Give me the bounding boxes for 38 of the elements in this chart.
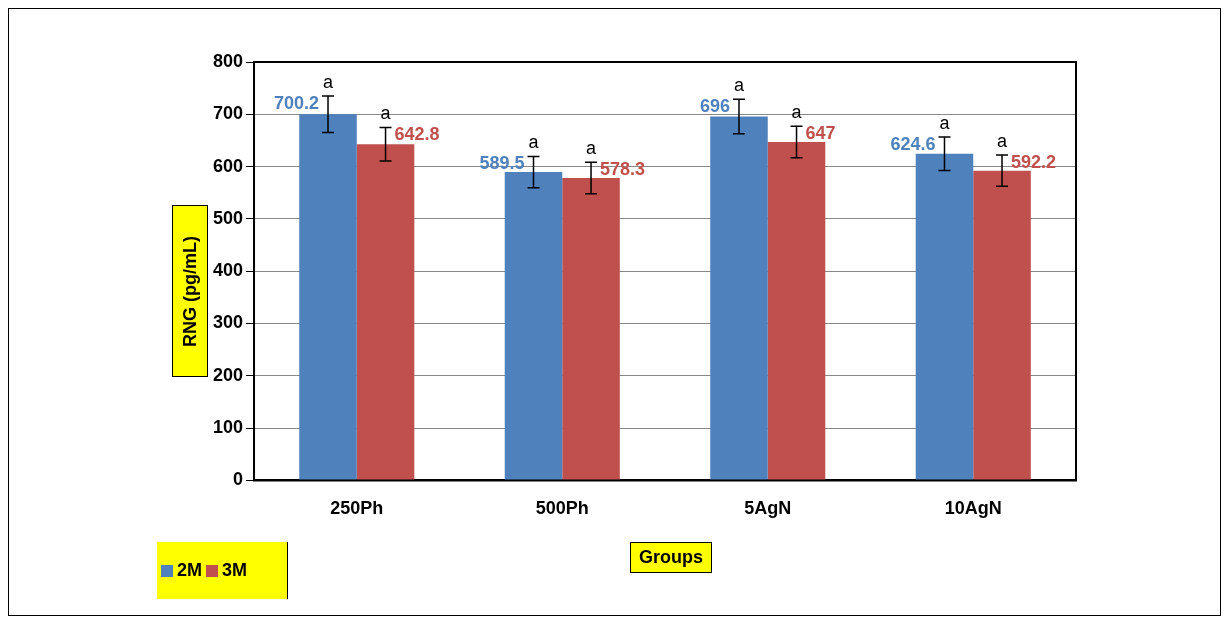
y-tick-label: 800 xyxy=(212,50,244,71)
y-tick-label: 600 xyxy=(212,155,244,176)
bar xyxy=(299,114,357,480)
x-tick-label: 250Ph xyxy=(330,498,384,519)
bar xyxy=(973,170,1031,480)
legend-label: 2M xyxy=(177,560,203,581)
bar xyxy=(915,153,974,480)
y-tick-label: 200 xyxy=(212,364,244,385)
data-label: 642.8 xyxy=(394,124,440,145)
annotation: a xyxy=(733,75,745,96)
annotation: a xyxy=(380,103,392,124)
data-label: 624.6 xyxy=(890,133,936,154)
data-label: 700.2 xyxy=(273,92,320,113)
bar xyxy=(562,177,620,480)
y-axis-title: RNG (pg/mL) xyxy=(179,235,201,347)
y-tick-label: 0 xyxy=(233,469,244,490)
bar xyxy=(504,172,563,480)
data-label: 696 xyxy=(699,96,730,117)
x-tick-label: 10AgN xyxy=(944,498,1002,519)
annotation: a xyxy=(528,132,540,153)
bar xyxy=(710,116,768,480)
bar xyxy=(356,144,415,480)
annotation: a xyxy=(323,71,334,92)
y-tick-label: 500 xyxy=(212,207,244,228)
annotation: a xyxy=(791,102,803,123)
y-tick-label: 100 xyxy=(212,417,244,438)
x-tick-label: 5AgN xyxy=(744,498,792,519)
x-axis-title: Groups xyxy=(630,542,713,573)
y-tick-label: 300 xyxy=(212,312,244,333)
annotation: a xyxy=(997,130,1009,151)
data-label: 647 xyxy=(805,123,836,144)
x-tick-label: 500Ph xyxy=(535,498,589,519)
y-tick-label: 400 xyxy=(212,260,244,281)
legend-label: 3M xyxy=(222,560,248,581)
bar xyxy=(767,142,826,480)
annotation: a xyxy=(586,138,598,159)
y-tick-label: 700 xyxy=(212,103,244,124)
annotation: a xyxy=(939,112,951,133)
